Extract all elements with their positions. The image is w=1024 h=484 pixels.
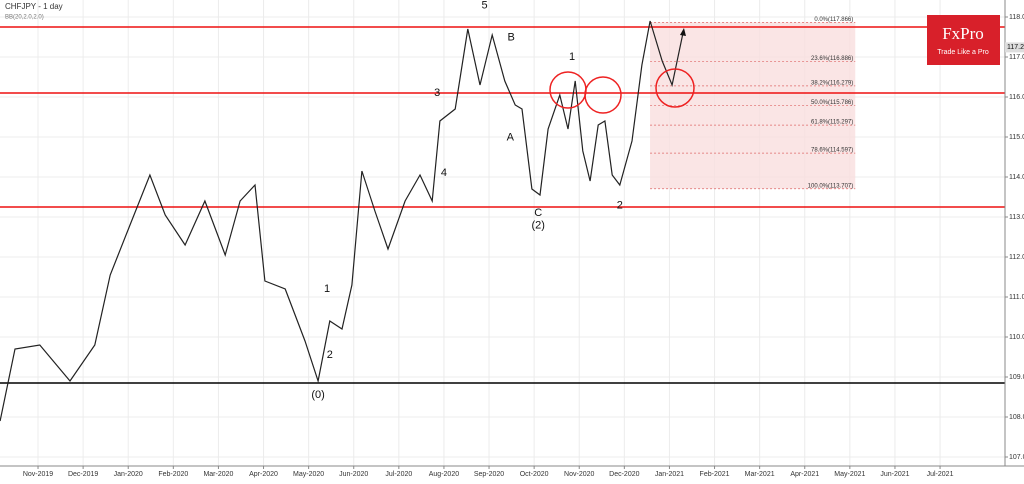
wave-label: A xyxy=(507,132,515,144)
x-tick-label: Mar-2020 xyxy=(203,471,233,478)
x-tick-label: Jul-2021 xyxy=(927,471,954,478)
y-tick-label: 112.000 xyxy=(1009,254,1024,261)
wave-label: 1 xyxy=(324,283,330,295)
x-tick-label: Jun-2020 xyxy=(339,471,368,478)
wave-label: 2 xyxy=(617,200,623,212)
x-tick-label: Nov-2020 xyxy=(564,471,594,478)
chart-title: CHFJPY - 1 day xyxy=(5,2,63,11)
y-tick-label: 116.000 xyxy=(1009,94,1024,101)
arrow-head xyxy=(679,28,686,36)
x-tick-label: Oct-2020 xyxy=(520,471,549,478)
y-tick-label: 110.000 xyxy=(1009,334,1024,341)
wave-label: B xyxy=(507,32,514,44)
wave-label: 2 xyxy=(327,349,333,361)
logo-tagline: Trade Like a Pro xyxy=(937,49,989,56)
wave-label: 3 xyxy=(434,87,440,99)
fib-zone xyxy=(650,22,856,189)
x-tick-label: Apr-2020 xyxy=(249,471,278,478)
indicator-label: BB(20,2.0,2.0) xyxy=(5,15,44,21)
fib-label: 78.6%(114.597) xyxy=(811,148,853,154)
x-tick-label: Nov-2019 xyxy=(23,471,53,478)
y-tick-label: 114.000 xyxy=(1009,174,1024,181)
fib-label: 61.8%(115.297) xyxy=(811,120,853,126)
last-price-label: 117.241 xyxy=(1007,44,1024,51)
y-tick-label: 118.000 xyxy=(1009,14,1024,21)
x-tick-label: Jan-2020 xyxy=(114,471,143,478)
x-tick-label: Jul-2020 xyxy=(385,471,412,478)
y-tick-label: 107.000 xyxy=(1009,454,1024,461)
logo-name: FxPro xyxy=(942,24,984,43)
wave-label: 1 xyxy=(569,51,575,63)
x-tick-label: Dec-2019 xyxy=(68,471,98,478)
fib-label: 50.0%(115.786) xyxy=(811,100,853,106)
y-tick-label: 108.000 xyxy=(1009,414,1024,421)
highlight-circle xyxy=(655,68,695,108)
x-tick-label: May-2021 xyxy=(834,471,865,478)
x-tick-label: Dec-2020 xyxy=(609,471,639,478)
fib-label: 23.6%(116.886) xyxy=(811,56,853,62)
y-tick-label: 113.000 xyxy=(1009,214,1024,221)
x-tick-label: Apr-2021 xyxy=(790,471,819,478)
logo-box xyxy=(927,15,1000,65)
x-tick-label: Sep-2020 xyxy=(474,471,504,478)
fib-label: 38.2%(116.279) xyxy=(811,80,853,86)
price-line xyxy=(0,20,684,422)
x-tick-label: Jun-2021 xyxy=(880,471,909,478)
fib-label: 100.0%(113.707) xyxy=(808,183,854,189)
x-tick-label: Jan-2021 xyxy=(655,471,684,478)
wave-label: (2) xyxy=(531,220,544,232)
y-tick-label: 111.000 xyxy=(1009,294,1024,301)
wave-label: (0) xyxy=(311,389,324,401)
last-price-box xyxy=(1005,42,1024,53)
x-tick-label: Feb-2020 xyxy=(158,471,188,478)
x-tick-label: Feb-2021 xyxy=(700,471,730,478)
x-tick-label: May-2020 xyxy=(293,471,324,478)
y-tick-label: 117.000 xyxy=(1009,54,1024,61)
wave-label: C xyxy=(534,207,542,219)
x-tick-label: Mar-2021 xyxy=(745,471,775,478)
y-tick-label: 109.000 xyxy=(1009,374,1024,381)
fib-label: 0.0%(117.866) xyxy=(814,17,853,23)
wave-label: 5 xyxy=(481,0,487,12)
x-tick-label: Aug-2020 xyxy=(429,471,459,478)
highlight-circle xyxy=(584,76,622,114)
y-tick-label: 115.000 xyxy=(1009,134,1024,141)
wave-label: 4 xyxy=(441,167,447,179)
